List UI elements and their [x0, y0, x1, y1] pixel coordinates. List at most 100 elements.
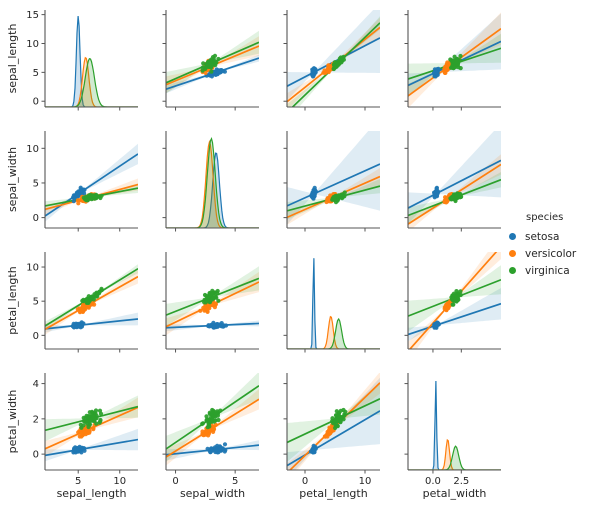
kde-line-virginica — [408, 445, 501, 470]
y-tick-label: 5 — [33, 68, 39, 79]
scatter-points-virginica — [202, 288, 221, 305]
kde-line-versicolor — [166, 140, 259, 228]
scatter-points-virginica — [330, 407, 348, 431]
x-tick-label: 5 — [75, 476, 81, 487]
cell-sepal_length-vs-petal_width — [404, 10, 501, 111]
cell-kde-petal_length — [283, 252, 380, 353]
ci-band-setosa — [287, 131, 380, 225]
regression-line-setosa — [287, 163, 380, 207]
cell-sepal_width-vs-sepal_length: 0 5 10 — [26, 131, 138, 232]
kde-line-versicolor — [45, 56, 138, 107]
y-tick-label: 2 — [33, 414, 39, 425]
y-tick-label: 15 — [26, 10, 39, 21]
scatter-points-virginica — [81, 192, 104, 203]
scatter-points-setosa — [309, 185, 319, 201]
legend-item-label: virginica — [525, 264, 570, 277]
cell-kde-sepal_length: 0 5 10 15 — [26, 10, 138, 111]
row-axis-label-sepal_width: sepal_width — [6, 147, 19, 212]
cell-sepal_width-vs-petal_width — [404, 131, 501, 232]
legend-item-setosa: setosa — [504, 228, 576, 245]
kde-line-virginica — [287, 317, 380, 349]
legend-item-virginica: virginica — [504, 262, 576, 279]
scatter-points-setosa — [310, 66, 318, 79]
y-tick-label: 0 — [33, 97, 39, 108]
scatter-points-setosa — [71, 185, 87, 204]
y-tick-label: 5 — [33, 297, 39, 308]
scatter-points-virginica — [330, 190, 347, 205]
regression-line-setosa — [408, 159, 501, 209]
x-tick-label: 2.5 — [453, 476, 469, 487]
ci-band-setosa — [408, 288, 501, 342]
scatter-points-setosa — [432, 66, 441, 79]
ci-band-setosa — [45, 428, 138, 462]
ci-band-setosa — [45, 312, 138, 333]
legend-marker-icon — [509, 250, 516, 257]
cell-petal_length-vs-petal_width — [404, 252, 501, 353]
kde-area-virginica — [408, 446, 501, 470]
ci-band-versicolor — [408, 12, 501, 107]
row-axis-label-petal_length: petal_length — [6, 266, 19, 334]
cell-sepal_width-vs-petal_length — [283, 131, 380, 232]
y-tick-label: 4 — [33, 379, 39, 390]
kde-area-versicolor — [166, 142, 259, 228]
x-tick-label: 0 — [172, 476, 178, 487]
col-axis-label-sepal_length: sepal_length — [57, 487, 127, 500]
x-tick-label: 0 — [302, 476, 308, 487]
scatter-points-versicolor — [322, 422, 337, 439]
y-tick-label: 10 — [26, 263, 39, 274]
regression-line-setosa — [287, 410, 380, 467]
kde-line-versicolor — [287, 315, 380, 349]
cell-petal_width-vs-petal_length: 0 10 — [283, 373, 380, 487]
cell-petal_width-vs-sepal_length: 5 10 0 2 4 — [33, 373, 138, 487]
legend-item-versicolor: versicolor — [504, 245, 576, 262]
ci-band-setosa — [408, 131, 501, 224]
cell-petal_length-vs-sepal_length: 0 5 10 — [26, 252, 138, 353]
y-tick-label: 10 — [26, 39, 39, 50]
regression-line-setosa — [45, 438, 138, 457]
y-tick-label: 5 — [33, 178, 39, 189]
col-axis-label-sepal_width: sepal_width — [180, 487, 245, 500]
ci-band-setosa — [45, 143, 138, 222]
scatter-points-setosa — [70, 320, 86, 330]
x-tick-label: 10 — [359, 476, 372, 487]
kde-line-virginica — [45, 57, 138, 107]
kde-area-virginica — [166, 138, 259, 228]
y-tick-label: 10 — [26, 144, 39, 155]
ci-band-virginica — [287, 16, 380, 107]
legend-marker-icon — [509, 233, 516, 240]
scatter-points-setosa — [432, 320, 441, 330]
legend-item-label: versicolor — [525, 247, 577, 260]
cell-sepal_length-vs-petal_length — [283, 10, 380, 111]
cell-sepal_length-vs-sepal_width — [162, 10, 259, 111]
ci-band-versicolor — [287, 17, 380, 107]
kde-area-virginica — [45, 58, 138, 107]
y-tick-label: 0 — [33, 213, 39, 224]
scatter-points-setosa — [205, 442, 228, 455]
cell-petal_length-vs-sepal_width — [162, 252, 259, 353]
scatter-points-virginica — [78, 408, 104, 430]
species-legend: species setosa versicolor virginica — [504, 212, 576, 279]
col-axis-label-petal_length: petal_length — [299, 487, 367, 500]
y-tick-label: 0 — [33, 331, 39, 342]
scatter-points-virginica — [80, 286, 104, 305]
legend-title: species — [526, 212, 564, 223]
scatter-points-virginica — [200, 407, 223, 430]
cell-kde-petal_width: 0.0 2.5 — [404, 373, 501, 487]
row-axis-label-sepal_length: sepal_length — [6, 24, 19, 94]
cell-kde-sepal_width — [162, 131, 259, 232]
scatter-points-setosa — [71, 444, 87, 455]
legend-item-label: setosa — [525, 230, 560, 243]
scatter-points-setosa — [206, 320, 229, 330]
scatter-points-virginica — [449, 289, 463, 307]
x-tick-label: 5 — [232, 476, 238, 487]
legend-items: setosa versicolor virginica — [504, 228, 576, 279]
kde-line-setosa — [166, 152, 259, 228]
legend-marker-icon — [509, 267, 516, 274]
scatter-points-virginica — [448, 53, 463, 71]
col-axis-label-petal_width: petal_width — [423, 487, 487, 500]
scatter-points-virginica — [448, 191, 464, 204]
scatter-points-setosa — [432, 185, 441, 200]
